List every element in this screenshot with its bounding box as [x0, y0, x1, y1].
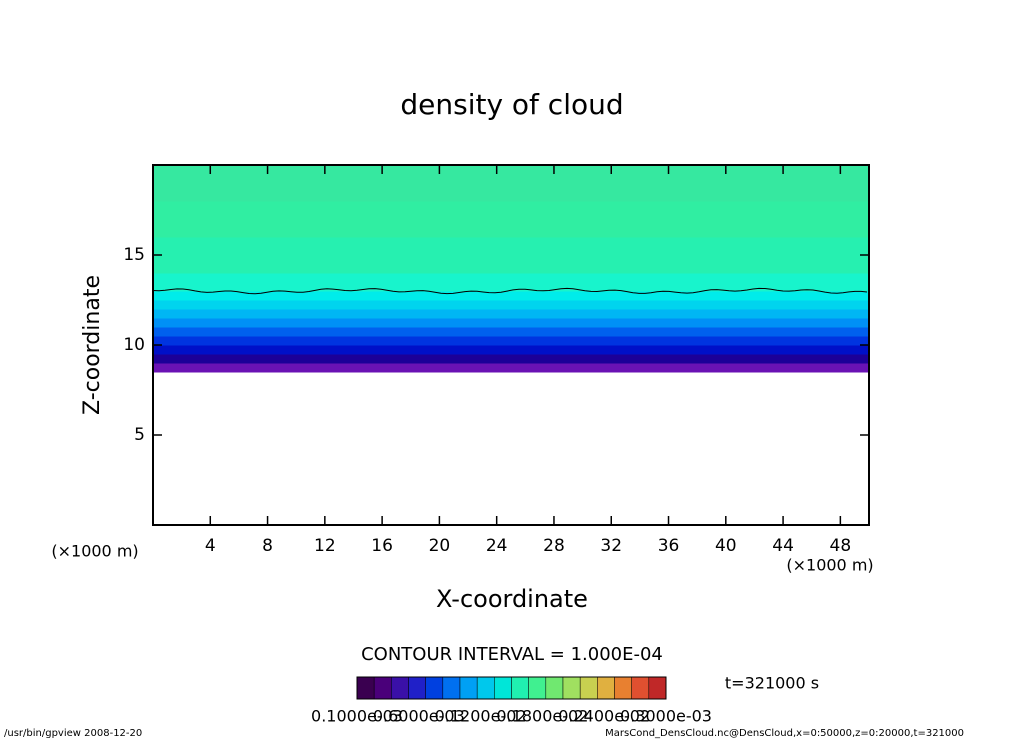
x-unit-label: (×1000 m)	[51, 542, 138, 561]
x-tick-label: 32	[600, 536, 622, 556]
colorbar-label: 0.3000e-03	[620, 707, 712, 726]
density-band	[153, 237, 869, 274]
x-tick-label: 36	[658, 536, 680, 556]
y-tick-label: 10	[123, 335, 145, 355]
colorbar-swatch	[442, 676, 461, 700]
colorbar-swatch	[408, 676, 426, 700]
x-tick-label: 48	[830, 536, 852, 556]
colorbar-swatch	[356, 676, 375, 700]
y-tick-label: 15	[123, 245, 145, 265]
chart-title: density of cloud	[400, 88, 623, 121]
colorbar-swatch	[648, 676, 667, 700]
density-band	[153, 327, 869, 337]
colorbar-swatch	[579, 676, 598, 700]
x-tick-label: 24	[486, 536, 508, 556]
colorbar-label: 0.1200e-02	[435, 707, 527, 726]
colorbar-swatch	[511, 676, 529, 700]
colorbar-swatch	[631, 676, 650, 700]
colorbar-label: 0.6000e-03	[373, 707, 465, 726]
x-axis-label: X-coordinate	[436, 585, 588, 613]
footer: /usr/bin/gpview 2008-12-20	[4, 728, 142, 739]
x-unit-label: (×1000 m)	[786, 556, 873, 575]
colorbar-label: 0.1800e-02	[496, 707, 588, 726]
footer: MarsCond_DensCloud.nc@DensCloud,x=0:5000…	[605, 728, 964, 739]
colorbar-swatch	[459, 676, 478, 700]
y-tick-label: 5	[134, 425, 145, 445]
x-tick-label: 4	[205, 536, 216, 556]
colorbar-swatch	[562, 676, 581, 700]
colorbar-swatch	[494, 676, 512, 700]
x-tick-label: 20	[429, 536, 451, 556]
y-axis-label: Z-coordinate	[80, 275, 105, 415]
contour-interval: CONTOUR INTERVAL = 1.000E-04	[361, 644, 663, 665]
colorbar-frame	[356, 676, 667, 700]
colorbar-label: 0.2400e-02	[558, 707, 650, 726]
density-band	[153, 363, 869, 373]
density-band	[153, 300, 869, 310]
colorbar-swatch	[476, 676, 495, 700]
colorbar-swatch	[597, 676, 615, 700]
x-tick-label: 40	[715, 536, 737, 556]
contour-line	[152, 287, 868, 295]
x-tick-label: 12	[314, 536, 336, 556]
density-band	[153, 309, 869, 319]
colorbar-swatch	[391, 676, 409, 700]
density-band	[153, 318, 869, 328]
colorbar-label: 0.1000e-03	[311, 707, 403, 726]
colorbar-swatch	[425, 676, 444, 700]
colorbar-swatch	[545, 676, 564, 700]
x-tick-label: 16	[371, 536, 393, 556]
density-band	[153, 345, 869, 355]
density-band	[153, 291, 869, 301]
x-tick-label: 28	[543, 536, 565, 556]
colorbar-swatch	[614, 676, 632, 700]
density-band	[153, 354, 869, 364]
x-tick-label: 44	[772, 536, 794, 556]
time-label: t=321000 s	[725, 674, 819, 693]
colorbar-swatch	[528, 676, 547, 700]
density-band	[153, 165, 869, 202]
x-tick-label: 8	[262, 536, 273, 556]
density-band	[153, 336, 869, 346]
colorbar-swatch	[373, 676, 392, 700]
density-band	[153, 273, 869, 292]
density-band	[153, 201, 869, 238]
